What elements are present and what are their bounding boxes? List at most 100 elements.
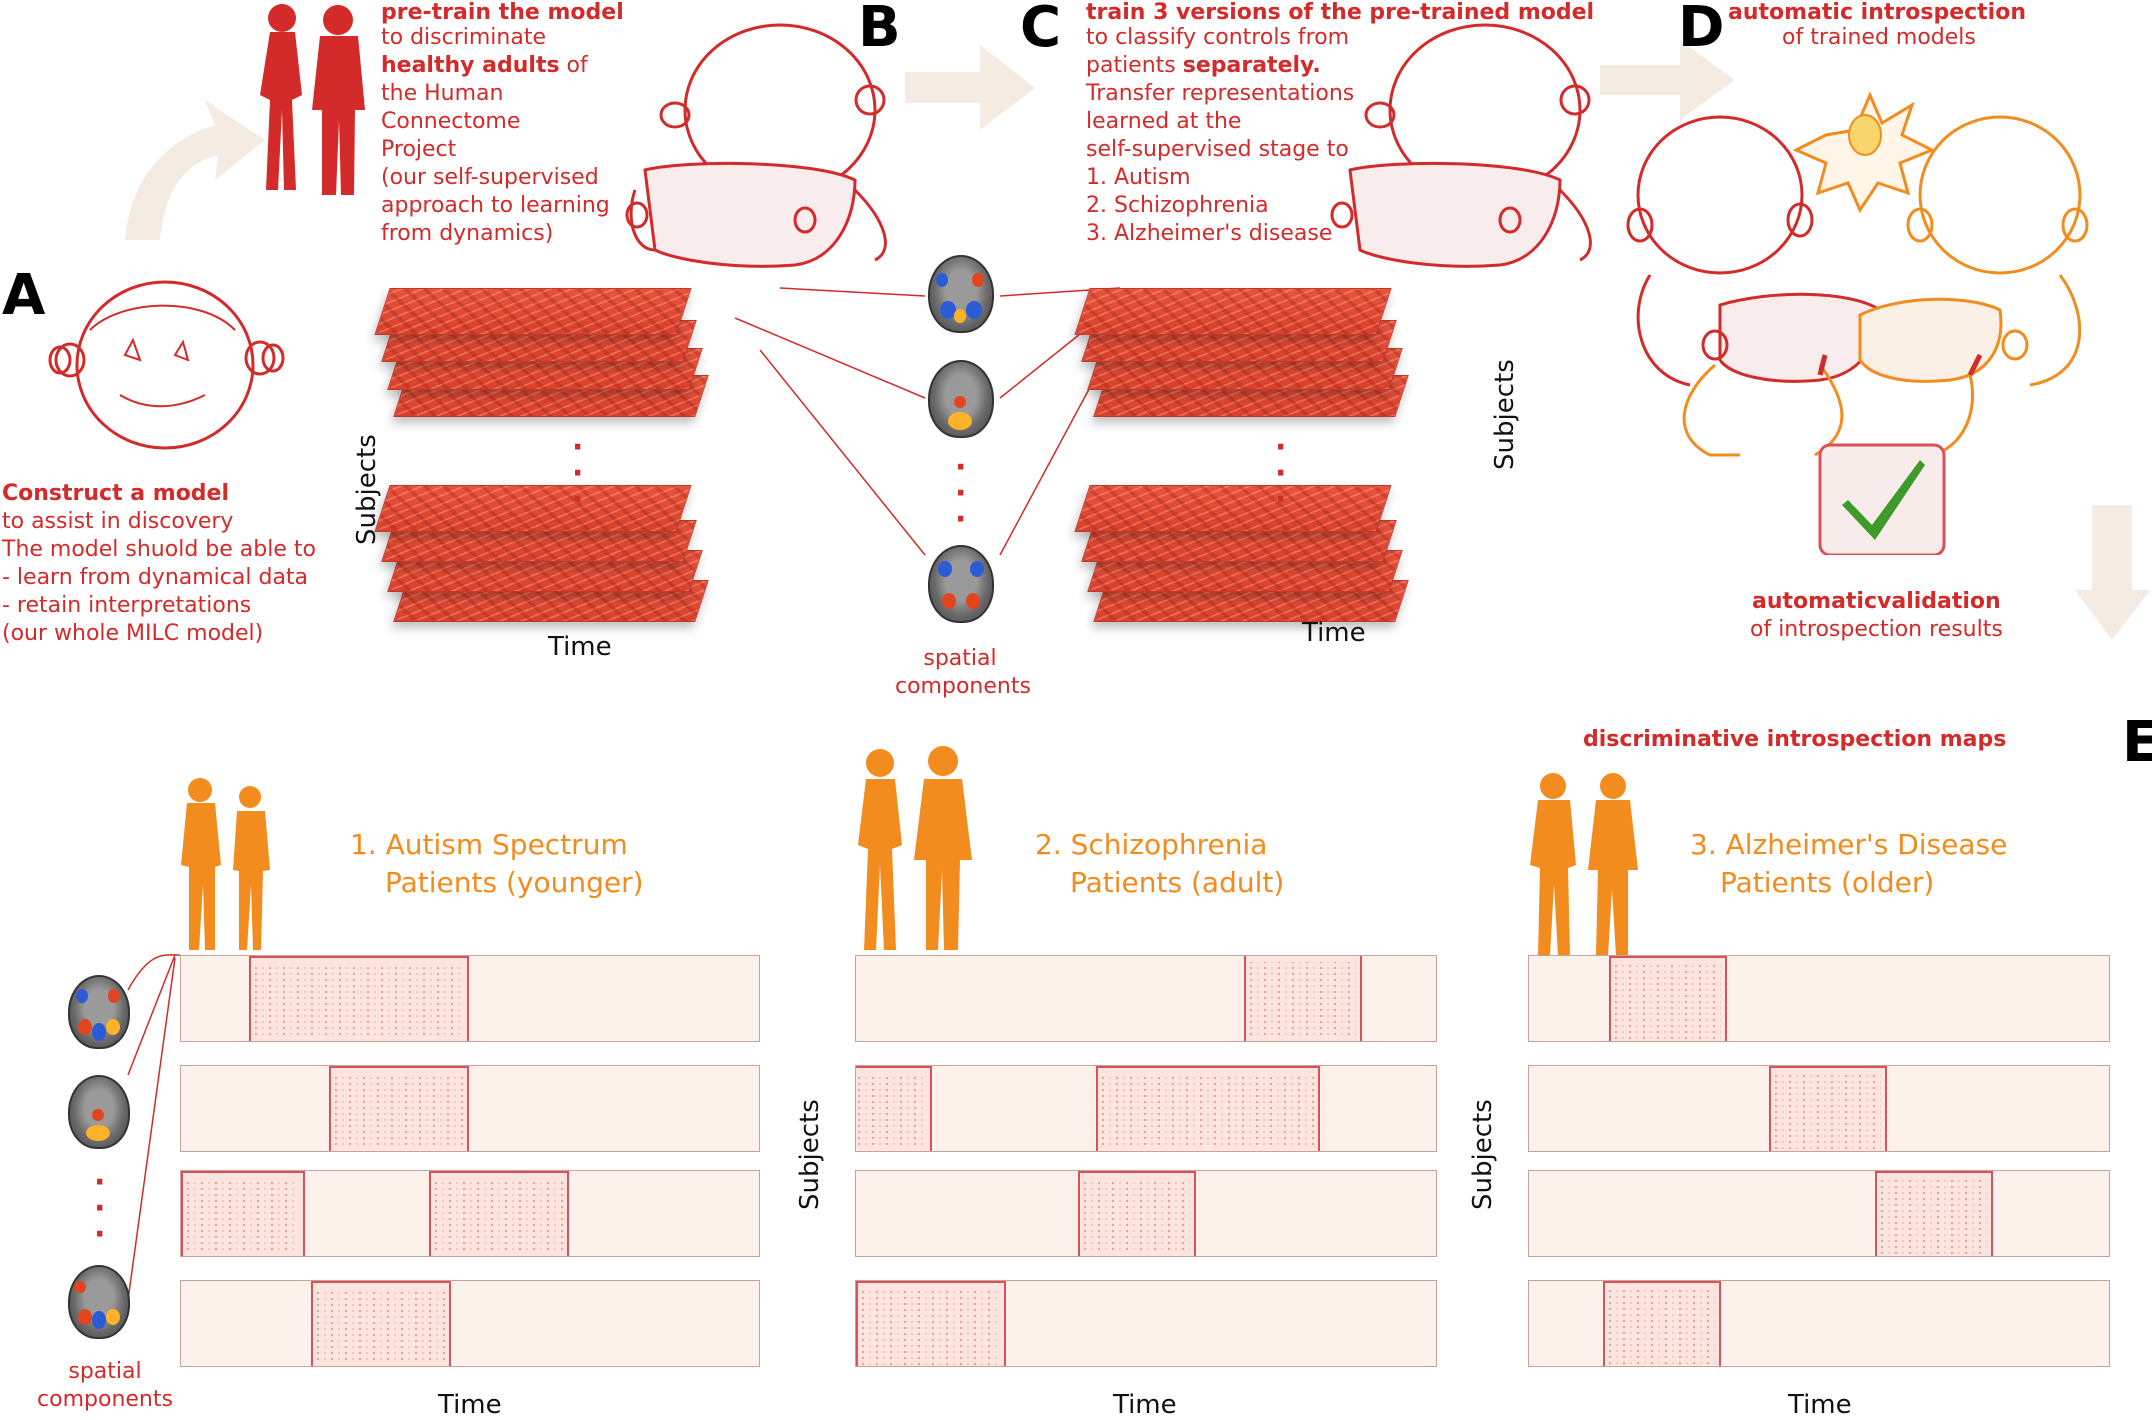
arrow-d-down (2075, 505, 2150, 640)
ellipsis-dots: · · · (572, 430, 584, 517)
panel-c-line: learned at the (1086, 109, 1242, 134)
time-label-c: Time (1302, 618, 1366, 648)
panel-a-body: to assist in discovery The model shuold … (2, 508, 316, 648)
arrow-b-to-c (905, 45, 1035, 130)
validation-subtitle: of introspection results (1750, 617, 2003, 642)
introspection-map-strip (180, 955, 760, 1042)
highlight-box (1244, 956, 1362, 1041)
highlight-box (856, 1066, 932, 1151)
spatial-component-brain (928, 255, 994, 333)
ellipsis-dots: · · · (955, 450, 967, 537)
subjects-label-e2: Subjects (795, 1099, 825, 1210)
panel-b-line: Connectome (381, 109, 521, 134)
group-title-line1: 2. Schizophrenia (1035, 828, 1268, 861)
panel-b-body: to discriminate healthy adults of the Hu… (381, 24, 610, 248)
group-title-line2: Patients (younger) (385, 866, 644, 899)
panel-d-title: automatic introspection (1728, 0, 2026, 25)
spatial-component-brain (68, 1075, 130, 1149)
lightbulb-icon (1792, 91, 1936, 214)
introspection-map-strip (1528, 1065, 2110, 1152)
panel-c-line: to classify controls from (1086, 25, 1350, 50)
spatial-components-label-bottom: spatial components (30, 1358, 180, 1414)
group-title-line2: Patients (older) (1720, 866, 1935, 899)
time-label-e3: Time (1788, 1390, 1852, 1420)
ellipsis-dots: · · · (94, 1165, 106, 1252)
panel-letter-a: A (2, 263, 46, 328)
alzheimers-patients-silhouette (1530, 773, 1638, 955)
robot-head-a (48, 280, 285, 450)
panel-c-line: 2. Schizophrenia (1086, 193, 1269, 218)
spatial-component-brain (928, 545, 994, 623)
panel-a-line: - retain interpretations (2, 593, 252, 618)
panel-b-title: pre-train the model (381, 0, 624, 25)
group-title-alzheimers: 3. Alzheimer's Disease Patients (older) (1690, 826, 2007, 902)
panel-d-subtitle: of trained models (1782, 25, 1976, 50)
panel-letter-c: C (1020, 0, 1062, 60)
introspection-robots (1626, 91, 2089, 555)
introspection-map-strip (180, 1280, 760, 1367)
introspection-map-strip (855, 955, 1437, 1042)
panel-c-line: 3. Alzheimer's disease (1086, 221, 1333, 246)
group-title-line1: 3. Alzheimer's Disease (1690, 828, 2008, 861)
panel-a-line: - learn from dynamical data (2, 565, 309, 590)
panel-c-line: 1. Autism (1086, 165, 1191, 190)
spatial-label-line1: spatial (68, 1359, 142, 1384)
time-label-e2: Time (1113, 1390, 1177, 1420)
panel-b-line: from dynamics) (381, 221, 554, 246)
panel-a-line: The model shuold be able to (2, 537, 316, 562)
highlight-box (249, 956, 469, 1041)
group-title-line1: 1. Autism Spectrum (350, 828, 628, 861)
highlight-box (329, 1066, 469, 1151)
time-label-b: Time (548, 632, 612, 662)
introspection-map-strip (855, 1280, 1437, 1367)
spatial-component-brain (68, 1265, 130, 1339)
data-stack-b: · · · (374, 280, 780, 630)
spatial-label-line2: components (895, 674, 1031, 699)
panel-b-line: approach to learning (381, 193, 610, 218)
panel-a-title: Construct a model (2, 481, 230, 506)
highlight-box (1609, 956, 1727, 1041)
panel-letter-b: B (858, 0, 901, 60)
panel-letter-d: D (1678, 0, 1725, 60)
ellipsis-dots: · · · (1275, 430, 1287, 517)
introspection-map-strip (180, 1170, 760, 1257)
panel-c-title: train 3 versions of the pre-trained mode… (1086, 0, 1595, 25)
group-title-schizophrenia: 2. Schizophrenia Patients (adult) (1035, 826, 1284, 902)
time-label-e1: Time (438, 1390, 502, 1420)
introspection-map-strip (855, 1170, 1437, 1257)
spatial-components-label-top: spatial components (895, 645, 1031, 701)
panel-c-prefix: patients (1086, 53, 1183, 78)
highlight-box (1875, 1171, 1993, 1256)
panel-b-line: to discriminate (381, 25, 546, 50)
schizophrenia-patients-silhouette (858, 746, 972, 950)
robot-c-reading (1330, 23, 1592, 268)
arrow-a-to-b (125, 100, 265, 240)
introspection-map-strip (1528, 1280, 2110, 1367)
panel-b-line: the Human (381, 81, 504, 106)
introspection-map-strip (1528, 955, 2110, 1042)
check-icon (1818, 443, 1946, 555)
panel-letter-e: E (2122, 710, 2152, 775)
validation-title: automaticvalidation (1752, 589, 2001, 614)
panel-c-body: to classify controls from patients separ… (1086, 24, 1354, 248)
panel-c-line: patients separately. (1086, 52, 1354, 80)
panel-b-bold-suffix: of (559, 53, 588, 78)
autism-patients-silhouette (181, 778, 270, 950)
panel-b-line: healthy adults of (381, 52, 610, 80)
robot-b-reading (625, 23, 887, 268)
panel-a-line: to assist in discovery (2, 509, 234, 534)
panel-c-line: self-supervised stage to (1086, 137, 1349, 162)
healthy-adults-silhouette (260, 4, 365, 195)
spatial-label-line2: components (37, 1387, 173, 1412)
spatial-label-line1: spatial (923, 646, 997, 671)
panel-e-title: discriminative introspection maps (1583, 727, 2007, 752)
introspection-map-strip (855, 1065, 1437, 1152)
group-title-autism: 1. Autism Spectrum Patients (younger) (350, 826, 644, 902)
highlight-box (1078, 1171, 1196, 1256)
arrow-c-to-d (1600, 40, 1735, 120)
panel-b-line: Project (381, 137, 457, 162)
highlight-box (1769, 1066, 1887, 1151)
panel-b-bold: healthy adults (381, 53, 560, 78)
